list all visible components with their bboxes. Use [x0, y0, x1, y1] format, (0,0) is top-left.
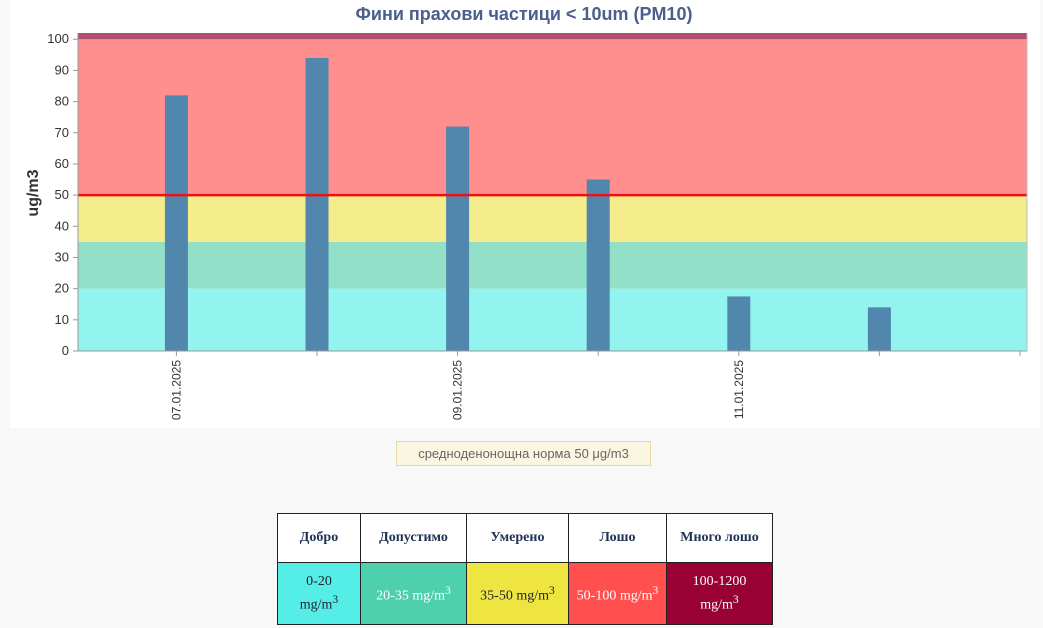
range-good-unit: mg/m	[299, 597, 333, 613]
y-tick-label-50: 50	[55, 187, 69, 202]
header-acceptable: Допустимо	[360, 513, 467, 563]
unit-superscript: 3	[732, 592, 739, 606]
range-bad-value: 50-100 mg/m	[576, 588, 653, 604]
bar-1	[305, 57, 329, 352]
chart-title: Фини прахови частици < 10um (PM10)	[356, 4, 693, 24]
y-axis-label: ug/m3	[25, 169, 42, 216]
y-tick-label-60: 60	[55, 156, 69, 171]
aq-band-1	[78, 241, 1027, 289]
bar-0	[164, 95, 188, 352]
range-bad: 50-100 mg/m3	[568, 562, 667, 625]
range-moderate-value: 35-50 mg/m	[480, 588, 549, 604]
aq-band-4	[78, 33, 1027, 40]
y-tick-label-90: 90	[55, 62, 69, 77]
range-moderate: 35-50 mg/m3	[466, 562, 569, 625]
pm10-bar-chart: Фини прахови частици < 10um (PM10) ug/m3…	[25, 4, 1028, 420]
unit-superscript: 3	[332, 592, 339, 606]
header-very-bad: Много лошо	[666, 513, 773, 563]
air-quality-legend-table: Добро Допустимо Умерено Лошо Много лошо …	[277, 513, 773, 625]
aq-band-3	[78, 39, 1027, 196]
range-very-bad-value: 100-1200	[692, 573, 747, 589]
y-tick-label-10: 10	[55, 312, 69, 327]
header-bad: Лошо	[568, 513, 667, 563]
x-tick-label-2: 11.01.2025	[732, 360, 746, 419]
bar-3	[586, 179, 610, 351]
chart-panel: Фини прахови частици < 10um (PM10) ug/m3…	[10, 0, 1040, 428]
x-tick-label-1: 09.01.2025	[451, 360, 465, 420]
range-acceptable: 20-35 mg/m3	[360, 562, 467, 625]
aq-band-2	[78, 195, 1027, 242]
unit-superscript: 3	[549, 583, 555, 597]
header-moderate: Умерено	[466, 513, 569, 563]
y-tick-label-20: 20	[55, 281, 69, 296]
y-tick-label-0: 0	[62, 343, 69, 358]
y-tick-label-80: 80	[55, 94, 69, 109]
header-good: Добро	[277, 513, 361, 563]
bar-5	[867, 307, 891, 351]
y-tick-label-40: 40	[55, 218, 69, 233]
range-good-value: 0-20	[306, 573, 332, 589]
unit-superscript: 3	[652, 583, 659, 597]
range-acceptable-value: 20-35 mg/m	[376, 588, 445, 604]
x-tick-label-0: 07.01.2025	[169, 360, 183, 420]
range-very-bad: 100-1200 mg/m3	[666, 562, 773, 625]
y-tick-label-30: 30	[55, 249, 69, 264]
range-good: 0-20 mg/m3	[277, 562, 361, 625]
y-tick-label-100: 100	[47, 31, 69, 46]
range-very-bad-unit: mg/m	[700, 597, 733, 613]
unit-superscript: 3	[445, 583, 451, 597]
table-header-row: Добро Допустимо Умерено Лошо Много лошо	[277, 513, 773, 563]
daily-norm-label: средноденонощна норма 50 μg/m3	[396, 441, 651, 466]
bar-2	[446, 126, 470, 351]
table-range-row: 0-20 mg/m3 20-35 mg/m3 35-50 mg/m3 50-10…	[277, 562, 773, 625]
y-tick-label-70: 70	[55, 125, 69, 140]
bar-4	[727, 296, 751, 351]
